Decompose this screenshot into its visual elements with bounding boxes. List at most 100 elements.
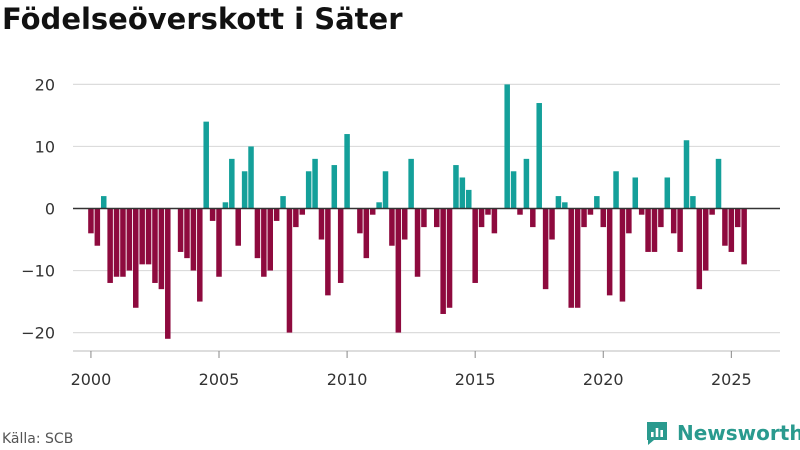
x-tick-label: 2005 [199,370,240,389]
bar [677,208,683,252]
bar [261,208,267,277]
bar [433,208,440,228]
bar [683,140,690,209]
bar [184,208,190,259]
bar [229,158,235,209]
bar [113,208,120,277]
bar [376,202,382,209]
bar [696,208,703,290]
y-tick-label: −20 [21,324,55,343]
bar [120,208,126,277]
bar [152,208,158,283]
bar [363,208,370,259]
y-tick-label: 10 [35,137,55,156]
x-tick-label: 2010 [327,370,368,389]
bar [651,208,658,252]
bar [587,208,594,215]
y-axis: −20 −10 0 10 20 [21,75,55,342]
source-note: Källa: SCB [2,431,74,447]
bar [510,171,517,209]
bar [197,208,203,302]
bar [728,208,735,252]
bar [158,208,165,290]
bar [286,208,293,333]
bar [574,208,581,308]
bar [165,208,171,339]
bar [389,208,395,246]
x-tick-label: 2020 [583,370,624,389]
bar [478,208,485,228]
bar [658,208,664,228]
bar [440,208,446,314]
bar [517,208,523,215]
bar [446,208,453,308]
bar [722,208,728,246]
y-tick-label: 0 [45,200,55,219]
bar [741,208,747,265]
bar [734,208,741,228]
bar [331,165,338,209]
bars [88,84,747,339]
bar [555,196,562,209]
bar [254,208,261,259]
bar [504,84,510,209]
bar [491,208,498,234]
bar [209,208,216,221]
chart-title: Födelseöverskott i Säter [2,2,403,36]
bar [421,208,427,228]
bar [273,208,280,221]
bar [318,208,325,240]
bar [562,202,568,209]
bar [190,208,197,271]
bar [222,202,229,209]
bar [369,208,376,215]
bar [337,208,344,283]
bar [600,208,607,228]
bar [453,165,459,209]
bar [177,208,184,252]
bar [133,208,139,308]
bar [632,177,639,209]
bar [536,103,542,209]
brand-name: Newsworthy [677,421,800,445]
bar [94,208,101,246]
bar [485,208,491,215]
bar [299,208,306,215]
bar [280,196,286,209]
y-tick-label: −10 [21,262,55,281]
bar [401,208,408,240]
bar [305,171,312,209]
bar [267,208,273,271]
bar [395,208,402,333]
bar [626,208,632,234]
bar [715,158,722,209]
bar [248,146,254,209]
bar [107,208,113,283]
bar [216,208,222,277]
bar [472,208,478,283]
y-tick-label: 20 [35,75,55,94]
bar [139,208,145,265]
bar [100,196,107,209]
bar [466,189,472,209]
bar [613,171,619,209]
bar [382,171,389,209]
bar [293,208,299,228]
bar [126,208,133,271]
bar [664,177,671,209]
bar [408,158,414,209]
bar [414,208,421,277]
bar [702,208,709,271]
x-tick-label: 2000 [71,370,112,389]
bar [606,208,613,296]
bar [581,208,587,228]
bar [645,208,651,252]
x-axis: 2000 2005 2010 2015 2020 2025 [71,350,780,389]
bar [670,208,677,234]
bar [325,208,331,296]
bar [241,171,248,209]
bar [568,208,574,308]
bar [312,158,318,209]
bar [88,208,94,234]
